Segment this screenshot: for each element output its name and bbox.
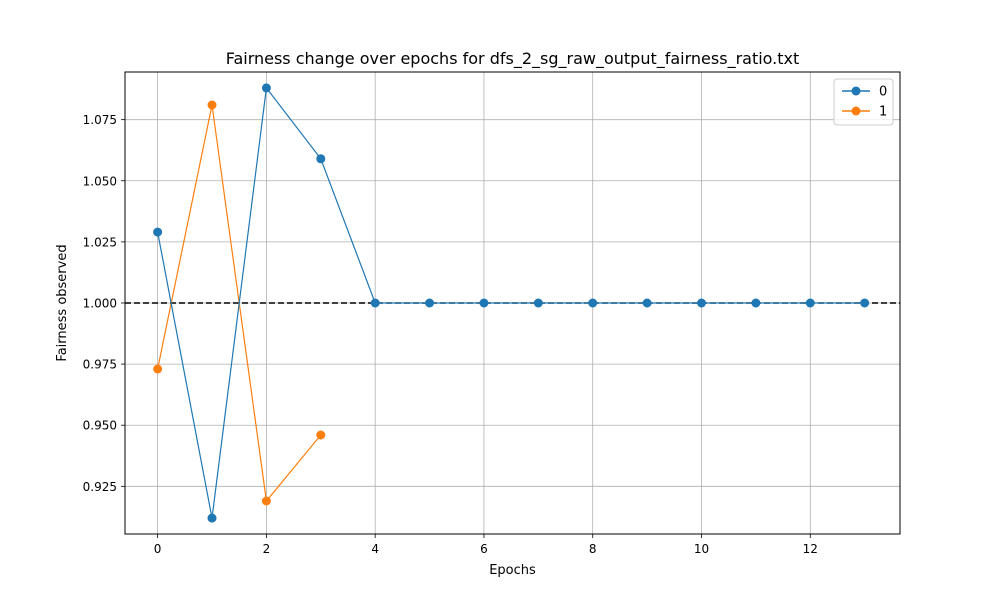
data-point: [805, 298, 815, 308]
data-point: [588, 298, 598, 308]
x-tick-label: 0: [154, 542, 162, 556]
series-0: [153, 83, 870, 523]
data-point: [316, 430, 326, 440]
x-tick-label: 10: [694, 542, 709, 556]
x-axis-ticks: 0 2 4 6 8 10 12: [154, 534, 818, 556]
data-point: [316, 154, 326, 164]
data-point: [153, 227, 163, 237]
data-point: [696, 298, 706, 308]
data-point: [642, 298, 652, 308]
y-tick-label: 0.925: [83, 480, 117, 494]
legend-entry-0: 0: [842, 85, 887, 100]
legend-label-0: 0: [879, 85, 887, 100]
data-point: [261, 83, 271, 93]
legend-entry-1: 1: [842, 105, 887, 120]
data-point: [370, 298, 380, 308]
x-tick-label: 6: [480, 542, 488, 556]
x-axis-label: Epochs: [489, 563, 536, 578]
legend: 0 1: [833, 78, 894, 126]
legend-label-1: 1: [879, 105, 887, 120]
y-axis-ticks: 0.925 0.950 0.975 1.000 1.025 1.050 1.075: [83, 113, 125, 494]
y-tick-label: 1.075: [83, 113, 117, 127]
data-point: [261, 496, 271, 506]
x-tick-label: 12: [803, 542, 818, 556]
x-tick-label: 8: [589, 542, 597, 556]
data-point: [533, 298, 543, 308]
data-point: [153, 364, 163, 374]
y-axis-label: Fairness observed: [55, 244, 70, 361]
data-point: [751, 298, 761, 308]
data-point: [479, 298, 489, 308]
y-tick-label: 0.975: [83, 358, 117, 372]
legend-marker-1: [851, 106, 861, 116]
x-tick-label: 4: [371, 542, 379, 556]
data-point: [207, 100, 217, 110]
y-tick-label: 1.025: [83, 235, 117, 249]
series-layer: [153, 83, 870, 523]
series-line-0: [157, 86, 865, 519]
y-tick-label: 0.950: [83, 419, 117, 433]
legend-marker-0: [851, 86, 861, 96]
y-tick-label: 1.000: [83, 297, 117, 311]
data-point: [207, 513, 217, 523]
data-point: [860, 298, 870, 308]
chart-title: Fairness change over epochs for dfs_2_sg…: [226, 49, 800, 69]
y-tick-label: 1.050: [83, 174, 117, 188]
data-point: [425, 298, 435, 308]
x-tick-label: 2: [263, 542, 271, 556]
